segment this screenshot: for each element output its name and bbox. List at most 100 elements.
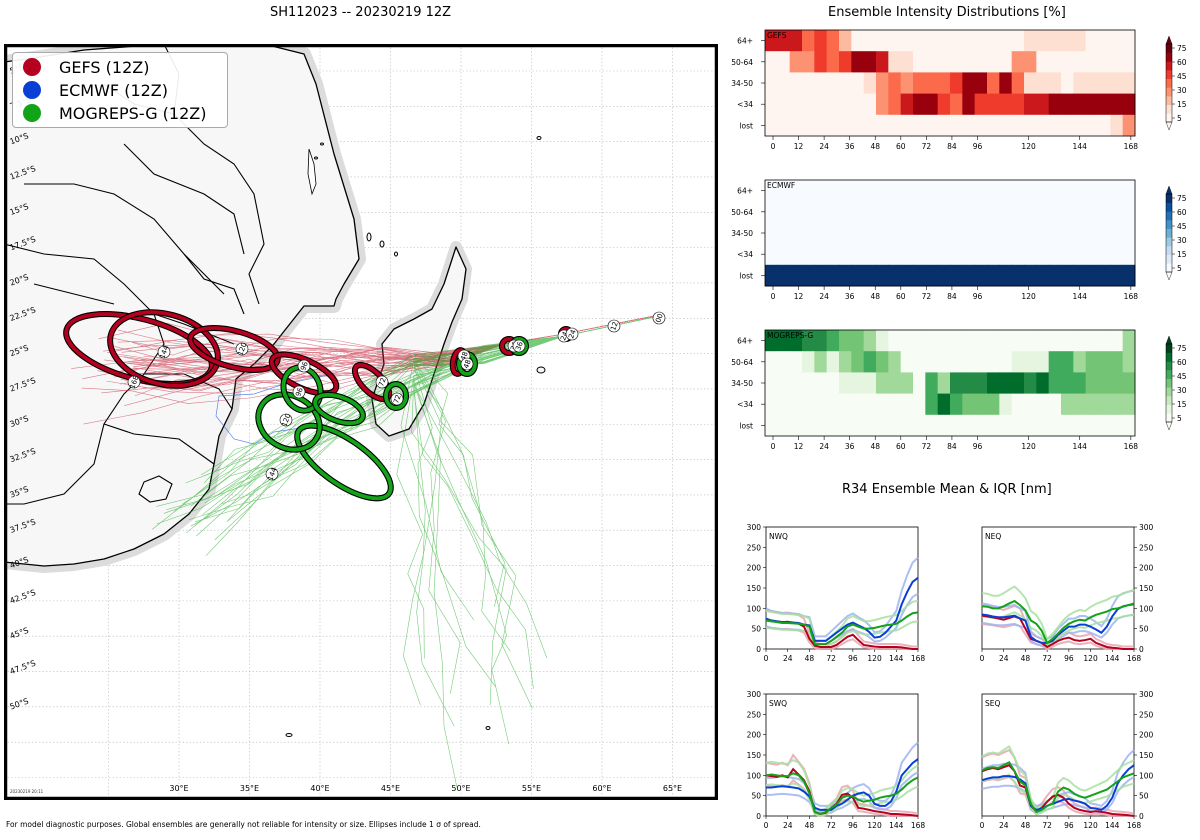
heatmap-cell: [863, 114, 877, 137]
y-tick-label: 300: [1139, 523, 1154, 532]
heatmap-cell: [1024, 414, 1037, 437]
heatmap-cell: [1110, 243, 1124, 266]
heatmap-cell: [987, 201, 1000, 223]
heatmap-cell: [765, 222, 778, 245]
diagnostic-panels: GEFS 64+ 50-64 34-50 <34 lost 0 12 24 36 48 60 72 84 9…: [731, 29, 1187, 830]
heatmap-cell: [974, 93, 988, 116]
heatmap-cell: [937, 372, 951, 395]
colorbar-label: 30: [1177, 236, 1187, 245]
heatmap-cell: [1085, 93, 1099, 116]
heatmap-cell: [1036, 201, 1050, 223]
y-tick-label: 300: [747, 690, 762, 699]
heatmap-cell: [1061, 30, 1074, 52]
mean-track-markers: 002436487296120144168122436487296120144: [127, 311, 666, 482]
heatmap-cell: [1061, 414, 1074, 437]
heatmap-cell: [888, 393, 902, 416]
heatmap-cell: [913, 351, 926, 373]
y-tick-label: 100: [747, 604, 762, 613]
heatmap-x-label: 12: [794, 142, 804, 151]
heatmap-cell: [1048, 201, 1062, 223]
heatmap-cell: [789, 264, 803, 287]
heatmap-cell: [999, 201, 1013, 223]
heatmap-cell: [999, 114, 1013, 137]
heatmap-cell: [1122, 264, 1136, 287]
heatmap-cell: [826, 264, 840, 287]
heatmap-cell: [925, 72, 939, 95]
x-tick-label: 144: [1105, 654, 1120, 663]
heatmap-cell: [950, 114, 963, 137]
heatmap-cell: [1048, 30, 1062, 52]
heatmap-cell: [863, 243, 877, 266]
heatmap-row-label: 50-64: [731, 208, 753, 217]
heatmap-cell: [1073, 372, 1087, 395]
y-tick-label: 100: [747, 771, 762, 780]
y-tick-label: 100: [1139, 604, 1154, 613]
gefs-mean-marker: [127, 375, 141, 389]
heatmap-cell: [987, 51, 1000, 73]
lon-label: 45°E: [381, 784, 400, 793]
heatmap-x-label: 120: [1021, 292, 1036, 301]
heatmap-x-label: 48: [870, 442, 880, 451]
heatmap-cell: [937, 51, 951, 73]
heatmap-cell: [962, 201, 976, 223]
heatmap-cell: [826, 351, 840, 373]
heatmap-cell: [839, 264, 852, 287]
heatmap-cell: [765, 180, 778, 202]
heatmap-cell: [888, 180, 902, 202]
heatmap-cell: [1122, 222, 1136, 245]
heatmap-cell: [789, 330, 803, 352]
r34-line-charts: NWQ 0 50 100 150 200 250 300 0 24 48 72 96 120 144 168 N…: [747, 523, 1154, 830]
heatmap-cell: [913, 222, 926, 245]
heatmap-x-label: 168: [1124, 142, 1139, 151]
mean-series-line: [765, 772, 919, 816]
colorbar-segment: [1166, 246, 1172, 255]
heatmap-cell: [863, 351, 877, 373]
colorbar-label: 45: [1177, 72, 1187, 81]
heatmap-cell: [937, 201, 951, 223]
heatmap-cell: [826, 372, 840, 395]
longitude-labels: 30°E 35°E 40°E 45°E 50°E 55°E 60°E 65°E: [169, 784, 682, 793]
gefs-mean-label: 00: [654, 313, 665, 324]
x-tick-label: 48: [1021, 821, 1031, 830]
heatmap-cell: [802, 180, 815, 202]
heatmap-cell: [1011, 372, 1025, 395]
heatmap-cell: [863, 201, 877, 223]
heatmap-cell: [789, 372, 803, 395]
colorbar-frame: [1165, 43, 1173, 123]
heatmap-cell: [937, 393, 951, 416]
heatmap-cell: [987, 393, 1000, 416]
y-tick-label: 300: [1139, 690, 1154, 699]
heatmap-cell: [999, 93, 1013, 116]
heatmap-cell: [987, 93, 1000, 116]
heatmap-cell: [950, 222, 963, 245]
heatmap-cell: [1036, 414, 1050, 437]
x-tick-label: 24: [783, 821, 793, 830]
storm-title: SH112023 -- 20230219 12Z: [270, 5, 452, 20]
mean-series-line: [765, 611, 919, 646]
heatmap-cell: [913, 393, 926, 416]
colorbar-segment: [1166, 378, 1172, 388]
colorbar-segment: [1166, 211, 1172, 221]
colorbar-segment: [1166, 194, 1172, 203]
heatmap-cell: [950, 93, 963, 116]
heatmap-cell: [987, 264, 1000, 287]
heatmap-cell: [1036, 72, 1050, 95]
heatmap-cell: [839, 222, 852, 245]
heatmap-cell: [802, 93, 815, 116]
heatmap-cell: [1011, 114, 1025, 137]
heatmap-cell: [826, 393, 840, 416]
heatmap-cell: [1085, 201, 1099, 223]
heatmap-x-label: 96: [973, 442, 983, 451]
heatmap-cell: [1061, 51, 1074, 73]
heatmap-cell: [1098, 243, 1111, 266]
heatmap-cell: [802, 222, 815, 245]
heatmap-cell: [1024, 51, 1037, 73]
x-tick-label: 96: [848, 654, 858, 663]
heatmap-cell: [851, 51, 865, 73]
heatmap-cell: [777, 222, 791, 245]
legend-gefs: GEFS (12Z): [13, 56, 149, 78]
heatmap-x-label: 168: [1124, 442, 1139, 451]
heatmap-cell: [1024, 72, 1037, 95]
heatmap-x-label: 84: [947, 292, 957, 301]
legend-gefs-label: GEFS (12Z): [59, 57, 150, 77]
